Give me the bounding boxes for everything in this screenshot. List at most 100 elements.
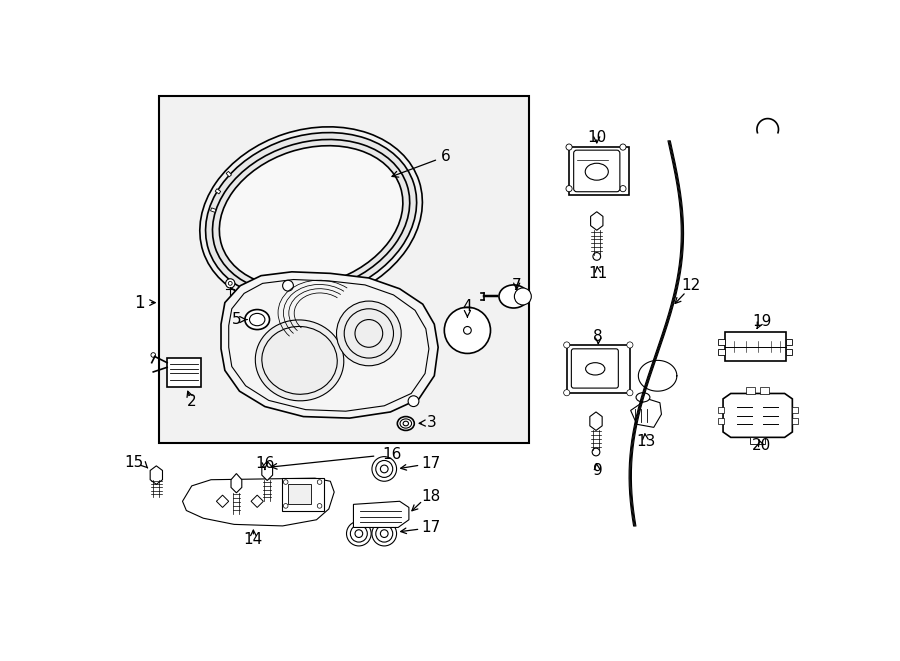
Ellipse shape — [515, 288, 531, 305]
Bar — [787, 349, 792, 355]
Ellipse shape — [376, 525, 392, 542]
Bar — [211, 208, 216, 212]
Bar — [718, 349, 724, 355]
Ellipse shape — [372, 522, 397, 546]
Bar — [792, 407, 797, 412]
Text: 1: 1 — [134, 293, 145, 311]
Ellipse shape — [499, 285, 528, 308]
Text: 13: 13 — [636, 434, 656, 449]
Text: 6: 6 — [392, 149, 451, 177]
Text: 9: 9 — [593, 463, 602, 478]
Circle shape — [318, 504, 322, 508]
Text: 17: 17 — [421, 456, 440, 471]
Ellipse shape — [586, 363, 605, 375]
Ellipse shape — [400, 419, 411, 428]
Text: 18: 18 — [421, 489, 440, 504]
Polygon shape — [285, 495, 298, 508]
Bar — [760, 387, 770, 394]
Circle shape — [151, 353, 156, 358]
Bar — [226, 171, 231, 177]
Circle shape — [408, 396, 418, 407]
Bar — [159, 97, 529, 443]
Polygon shape — [216, 495, 229, 508]
Circle shape — [318, 480, 322, 485]
Ellipse shape — [403, 421, 409, 426]
Circle shape — [566, 186, 572, 192]
Circle shape — [229, 282, 232, 286]
Text: 7: 7 — [512, 278, 521, 293]
Text: 11: 11 — [589, 266, 608, 281]
Text: 20: 20 — [752, 438, 771, 453]
Bar — [567, 345, 630, 393]
Text: 2: 2 — [187, 394, 196, 408]
Circle shape — [620, 186, 626, 192]
Ellipse shape — [355, 529, 363, 537]
Circle shape — [283, 280, 293, 291]
Text: 19: 19 — [752, 315, 771, 329]
Polygon shape — [590, 412, 602, 430]
Polygon shape — [723, 393, 792, 438]
Ellipse shape — [372, 457, 397, 481]
Bar — [750, 437, 765, 444]
Polygon shape — [590, 212, 603, 230]
Bar — [718, 339, 724, 345]
Ellipse shape — [245, 309, 269, 330]
Ellipse shape — [381, 465, 388, 473]
Polygon shape — [631, 399, 662, 428]
Ellipse shape — [350, 525, 367, 542]
Circle shape — [284, 504, 288, 508]
Circle shape — [284, 480, 288, 485]
Ellipse shape — [249, 313, 265, 326]
FancyBboxPatch shape — [572, 349, 618, 388]
Bar — [724, 332, 787, 361]
Ellipse shape — [346, 522, 371, 546]
Text: 5: 5 — [231, 312, 247, 327]
Text: 4: 4 — [463, 299, 473, 317]
Bar — [717, 407, 724, 412]
Bar — [215, 189, 220, 194]
Bar — [787, 339, 792, 345]
Ellipse shape — [376, 461, 392, 477]
Circle shape — [620, 144, 626, 150]
FancyBboxPatch shape — [167, 358, 201, 387]
Circle shape — [563, 342, 570, 348]
Text: 12: 12 — [681, 278, 700, 293]
Ellipse shape — [381, 529, 388, 537]
Polygon shape — [262, 461, 273, 481]
Circle shape — [593, 253, 600, 260]
Bar — [288, 485, 311, 504]
Bar — [569, 147, 629, 195]
Circle shape — [563, 389, 570, 396]
FancyBboxPatch shape — [573, 150, 620, 192]
Ellipse shape — [397, 416, 414, 430]
Text: 15: 15 — [125, 455, 144, 470]
Polygon shape — [354, 501, 409, 527]
Bar — [746, 387, 755, 394]
Circle shape — [464, 327, 472, 334]
Ellipse shape — [636, 393, 650, 402]
Text: 16: 16 — [256, 456, 274, 471]
Text: 3: 3 — [419, 415, 436, 430]
Text: 14: 14 — [244, 532, 263, 547]
Bar — [717, 418, 724, 424]
Circle shape — [626, 389, 633, 396]
Circle shape — [226, 279, 235, 288]
Text: 10: 10 — [587, 130, 607, 145]
Ellipse shape — [256, 320, 344, 401]
Bar — [792, 418, 797, 424]
Polygon shape — [150, 466, 163, 485]
Ellipse shape — [220, 145, 403, 287]
Circle shape — [626, 342, 633, 348]
Text: 17: 17 — [421, 520, 440, 535]
Circle shape — [592, 448, 599, 456]
Polygon shape — [221, 272, 438, 418]
Text: 16: 16 — [382, 447, 401, 462]
Ellipse shape — [205, 133, 417, 300]
Circle shape — [337, 301, 401, 366]
Polygon shape — [231, 473, 242, 493]
Circle shape — [445, 307, 491, 354]
Ellipse shape — [585, 163, 608, 180]
Bar — [282, 478, 324, 510]
Ellipse shape — [200, 127, 422, 306]
Polygon shape — [183, 478, 334, 526]
